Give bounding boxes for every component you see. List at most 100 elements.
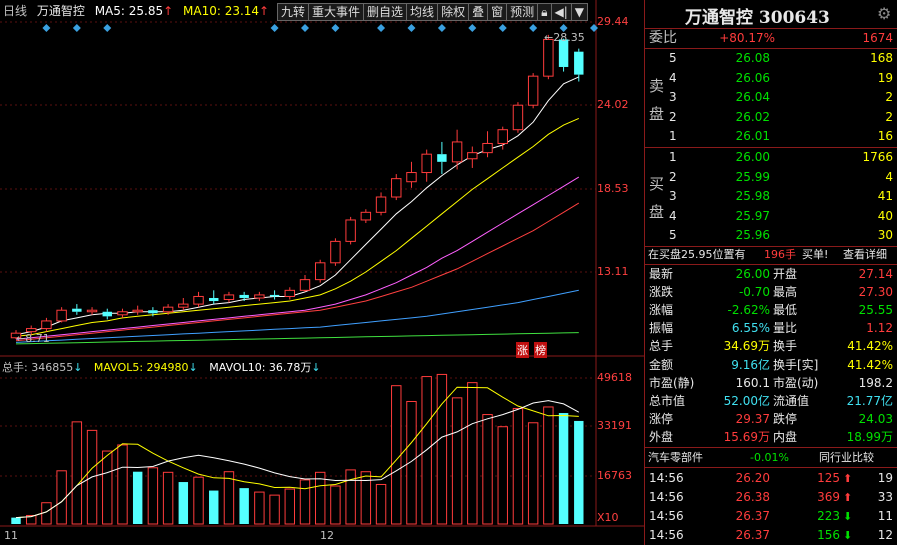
tick-price: 26.37 (735, 509, 770, 523)
buy-order-row[interactable]: 3 25.98 41 (645, 187, 897, 206)
quote-panel: 万通智控 300643 ⚙ 委比 +80.17% 1674 卖 盘 5 26.08… (645, 0, 897, 545)
stat-value: 27.14 (858, 267, 893, 281)
volume-bar (269, 494, 280, 525)
stat-label: 振幅 (649, 321, 674, 336)
order-price: 25.99 (735, 169, 770, 184)
sell-order-row[interactable]: 2 26.02 2 (645, 108, 897, 127)
volume-header: 总手: 346855↓ MAVOL5: 294980↓ MAVOL10: 36.… (2, 359, 329, 375)
sector-row[interactable]: 汽车零部件 -0.01% 同行业比较 (645, 448, 897, 467)
ma-line-ma10 (15, 117, 580, 337)
sell-order-row[interactable]: 1 26.01 16 (645, 127, 897, 146)
divider (645, 147, 897, 148)
toolbar-overlay-button[interactable]: 叠 (468, 3, 489, 21)
weibi-row: 委比 +80.17% 1674 (645, 29, 897, 48)
toolbar-exright-button[interactable]: 除权 (437, 3, 470, 21)
panel-title-bar: 万通智控 300643 ⚙ (645, 0, 897, 29)
toolbar-remove-watchlist-button[interactable]: 删自选 (363, 3, 408, 21)
total-down-arrow: ↓ (73, 361, 83, 374)
order-level: 2 (669, 169, 677, 184)
candle-body (86, 309, 98, 313)
ma5-label: MA5: 25.85↑ (95, 4, 173, 18)
stat-row[interactable]: 金额 9.16亿 换手[实] 41.42% (645, 356, 897, 375)
buy-order-row[interactable]: 1 26.00 1766 (645, 148, 897, 167)
stat-label: 金额 (649, 357, 674, 372)
bang-badge[interactable]: 榜 (534, 342, 547, 358)
stat-value: 15.69万 (723, 429, 770, 444)
event-diamond-icon (103, 24, 112, 32)
volume-bar (117, 444, 128, 525)
sector-name[interactable]: 汽车零部件 (648, 451, 703, 464)
order-notice-row[interactable]: 在买盘25.95位置有 196手 买单! 查看详细 (645, 246, 897, 264)
toolbar-ma-button[interactable]: 均线 (406, 3, 439, 21)
stat-row[interactable]: 最新 26.00 开盘 27.14 (645, 265, 897, 284)
sell-order-row[interactable]: 3 26.04 2 (645, 88, 897, 107)
notice-detail-link[interactable]: 查看详细 (843, 248, 887, 261)
buy-order-row[interactable]: 4 25.97 40 (645, 207, 897, 226)
event-diamond-icon (407, 24, 416, 32)
toolbar-major-events-button[interactable]: 重大事件 (308, 3, 365, 21)
stat-row[interactable]: 涨停 29.37 跌停 24.03 (645, 410, 897, 429)
stat-row[interactable]: 外盘 15.69万 内盘 18.99万 (645, 428, 897, 447)
toolbar-jiuzhuan-button[interactable]: 九转 (277, 3, 310, 21)
candle-body (25, 328, 37, 333)
mavol5-text: MAVOL5: 294980 (93, 361, 189, 374)
stat-label: 总市值 (649, 393, 686, 408)
kline-chart-area[interactable]: 日线 万通智控 MA5: 25.85↑ MA10: 23.14↑ 九转 重大事件… (0, 0, 645, 545)
volume-bar (314, 471, 326, 525)
volume-bar (406, 400, 417, 525)
gear-icon[interactable]: ⚙ (877, 4, 892, 23)
volume-bar (543, 406, 554, 525)
period-label[interactable]: 日线 (3, 4, 28, 18)
volume-bar (11, 517, 21, 524)
toolbar-window-button[interactable]: 窗 (487, 3, 508, 21)
dropdown-icon[interactable]: ▼ (570, 3, 589, 21)
stat-label: 市盈(动) (773, 375, 819, 390)
order-volume: 168 (870, 51, 893, 65)
stat-label: 最新 (649, 267, 674, 281)
notice-action: 买单! (802, 248, 829, 261)
candle-body (223, 294, 235, 301)
zhang-badge[interactable]: 涨 (516, 342, 529, 358)
stat-value: 52.00亿 (723, 393, 770, 408)
chart-header: 日线 万通智控 MA5: 25.85↑ MA10: 23.14↑ (0, 0, 645, 22)
tick-row[interactable]: 14:56 26.38 369 ⬆ 33 (645, 488, 897, 507)
order-level: 4 (669, 208, 677, 223)
stat-label: 跌停 (773, 411, 798, 426)
tick-row[interactable]: 14:56 26.37 223 ⬇ 11 (645, 507, 897, 526)
sell-order-row[interactable]: 5 26.08 168 (645, 49, 897, 68)
candle-body (178, 303, 189, 308)
date-axis: 11 12 (0, 526, 645, 545)
stat-row[interactable]: 市盈(静) 160.1 市盈(动) 198.2 (645, 374, 897, 393)
sector-compare-button[interactable]: 同行业比较 (819, 451, 874, 464)
tick-volume: 223 (817, 509, 840, 523)
stat-label: 外盘 (649, 429, 674, 444)
buy-order-row[interactable]: 2 25.99 4 (645, 168, 897, 187)
stat-row[interactable]: 涨跌 -0.70 最高 27.30 (645, 283, 897, 302)
volume-bar (467, 382, 478, 525)
volume-bar (132, 471, 143, 524)
candle-body (330, 240, 341, 264)
order-level: 3 (669, 90, 677, 105)
sell-order-row[interactable]: 4 26.06 19 (645, 69, 897, 88)
tick-row[interactable]: 14:56 26.37 156 ⬇ 12 (645, 526, 897, 545)
mavol10-down-arrow: ↓ (311, 361, 321, 374)
buy-order-row[interactable]: 5 25.96 30 (645, 226, 897, 245)
speaker-icon[interactable]: ◀| (550, 3, 572, 21)
stat-label: 最低 (773, 303, 798, 318)
weibi-pct: +80.17% (719, 31, 775, 45)
volume-bar (239, 488, 249, 524)
stat-row[interactable]: 涨幅 -2.62% 最低 25.55 (645, 301, 897, 320)
divider (645, 447, 897, 448)
candle-body (117, 311, 128, 316)
candle-body (375, 196, 387, 213)
stat-value: 29.37 (735, 411, 770, 426)
stat-row[interactable]: 总市值 52.00亿 流通值 21.77亿 (645, 392, 897, 411)
stat-row[interactable]: 总手 34.69万 换手 41.42% (645, 337, 897, 356)
volume-bar (56, 470, 67, 525)
stat-value: 24.03 (858, 411, 893, 426)
tick-row[interactable]: 14:56 26.20 125 ⬆ 19 (645, 469, 897, 488)
order-price: 25.96 (735, 228, 770, 243)
candle-body (41, 320, 52, 330)
stat-value: 6.55% (731, 321, 770, 336)
stat-row[interactable]: 振幅 6.55% 量比 1.12 (645, 319, 897, 338)
